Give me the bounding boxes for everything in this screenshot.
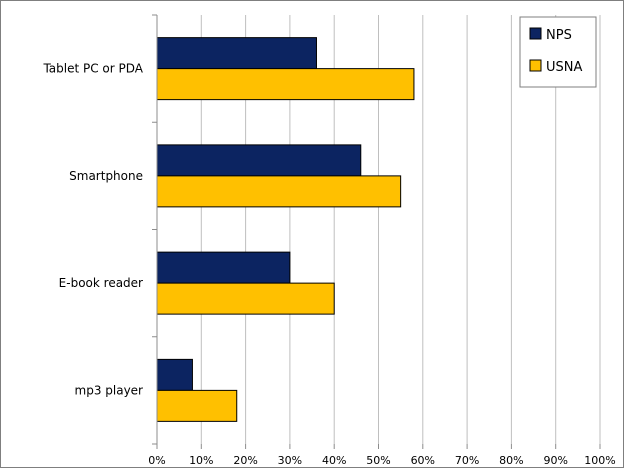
bar-nps-3 (156, 358, 193, 391)
x-tick-labels: 0% 10% 20% 30% 40% 50% 60% 70% 80% 90% 100% (148, 454, 615, 467)
x-tick-label: 20% (233, 454, 257, 467)
legend-label-nps: NPS (546, 28, 572, 43)
x-tick-label: 10% (189, 454, 213, 467)
x-tick-label: 100% (584, 454, 615, 467)
category-label: E-book reader (59, 276, 143, 290)
category-labels: Tablet PC or PDA Smartphone E-book reader m… (42, 62, 143, 398)
x-tick-label: 70% (455, 454, 479, 467)
x-tick-label: 0% (148, 454, 165, 467)
axes (152, 14, 601, 449)
bar-usna-0 (156, 68, 415, 101)
bar-usna-3 (156, 389, 238, 422)
x-tick-label: 80% (499, 454, 523, 467)
legend-swatch-nps (529, 27, 542, 40)
bar-nps-1 (156, 144, 362, 177)
category-label: Smartphone (69, 169, 143, 183)
x-tick-label: 60% (411, 454, 435, 467)
x-tick-label: 40% (322, 454, 346, 467)
legend-label-usna: USNA (546, 60, 582, 75)
bar-usna-1 (156, 175, 402, 208)
bar-nps-2 (156, 251, 291, 284)
x-tick-label: 30% (278, 454, 302, 467)
legend: NPS USNA (519, 16, 597, 88)
bar-usna-2 (156, 282, 335, 315)
bars (156, 37, 415, 422)
category-label: mp3 player (75, 383, 144, 397)
legend-swatch-usna (529, 59, 542, 72)
x-tick-label: 90% (543, 454, 567, 467)
bar-nps-0 (156, 37, 317, 70)
x-tick-label: 50% (366, 454, 390, 467)
category-label: Tablet PC or PDA (42, 62, 143, 76)
